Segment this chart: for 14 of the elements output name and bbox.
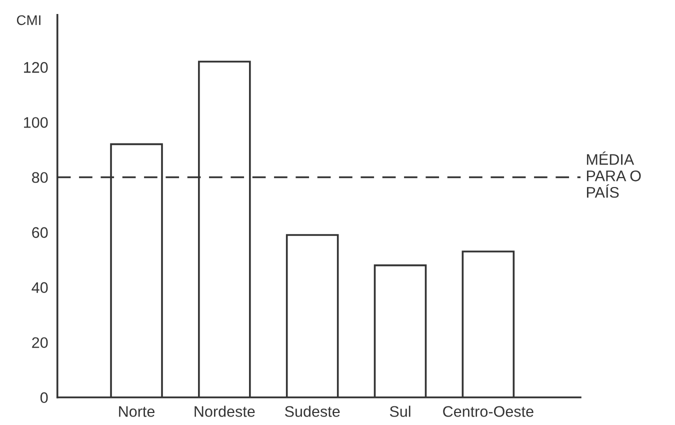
y-tick-label: 40 bbox=[32, 282, 48, 293]
x-tick-label: Norte bbox=[119, 406, 155, 417]
y-tick-label: 120 bbox=[24, 62, 48, 73]
y-axis-title: CMI bbox=[16, 15, 40, 26]
ref-line-label: MÉDIA PARA O PAÍS bbox=[586, 151, 641, 198]
x-tick-label: Nordeste bbox=[194, 406, 255, 417]
y-tick-label: 100 bbox=[24, 117, 48, 128]
x-tick-label: Sul bbox=[390, 406, 410, 417]
x-tick-label: Centro-Oeste bbox=[443, 406, 534, 417]
y-tick-label: 80 bbox=[32, 172, 48, 183]
y-tick-label: 60 bbox=[32, 227, 48, 238]
y-tick-label: 0 bbox=[40, 392, 48, 404]
x-tick-label: Sudeste bbox=[285, 406, 340, 417]
y-tick-label: 20 bbox=[32, 337, 48, 348]
